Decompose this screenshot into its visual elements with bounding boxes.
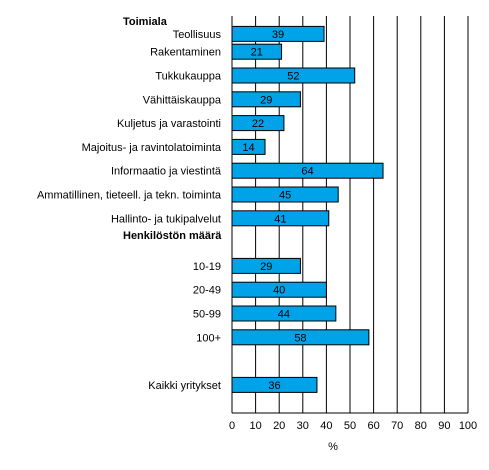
category-label: Kuljetus ja varastointi	[117, 118, 221, 130]
bar	[231, 138, 266, 155]
category-label: Ammatillinen, tieteell. ja tekn. toimint…	[37, 190, 222, 202]
category-label: Vähittäiskauppa	[143, 94, 222, 106]
bar	[231, 43, 283, 60]
bar	[231, 162, 384, 179]
category-label: Teollisuus	[173, 29, 222, 41]
bar	[231, 115, 285, 132]
bar-value-label: 41	[274, 213, 286, 225]
group-heading: Henkilöstön määrä	[123, 230, 222, 242]
bar	[231, 186, 339, 203]
category-label: Hallinto- ja tukipalvelut	[111, 213, 221, 225]
x-tick-label: 40	[320, 420, 332, 432]
bar-value-label: 29	[260, 94, 272, 106]
category-label: Tukkukauppa	[155, 71, 222, 83]
bar	[231, 91, 301, 108]
x-tick-label: 0	[229, 420, 235, 432]
x-tick-label: 80	[415, 420, 427, 432]
bar-value-label: 22	[252, 118, 264, 130]
bar-value-label: 36	[268, 380, 280, 392]
category-label: 20-49	[193, 285, 221, 297]
bar	[231, 376, 318, 393]
x-tick-label: 10	[249, 420, 261, 432]
group-heading: Toimiala	[123, 16, 168, 28]
x-tick-label: 90	[438, 420, 450, 432]
bar-value-label: 52	[287, 71, 299, 83]
x-tick-label: 20	[273, 420, 285, 432]
bar	[231, 329, 370, 346]
bar-value-label: 14	[242, 142, 254, 154]
x-axis-ticks: 0 10 20 30 40 50 60 70 80 90 100	[229, 420, 477, 432]
bar-value-label: 40	[273, 285, 285, 297]
category-label: Informaatio ja viestintä	[111, 166, 222, 178]
category-label: 50-99	[193, 309, 221, 321]
category-label: Kaikki yritykset	[148, 380, 221, 392]
bar	[231, 281, 327, 298]
bar-value-label: 45	[279, 190, 291, 202]
category-label: 100+	[196, 332, 221, 344]
bar	[231, 305, 337, 322]
x-tick-label: 60	[367, 420, 379, 432]
bar-value-label: 39	[272, 29, 284, 41]
bar-value-label: 58	[294, 332, 306, 344]
bar	[231, 257, 301, 274]
bar-value-label: 21	[251, 47, 263, 59]
bar-value-label: 44	[278, 309, 290, 321]
bar-value-label: 64	[301, 166, 313, 178]
category-label: 10-19	[193, 261, 221, 273]
x-tick-label: 70	[391, 420, 403, 432]
bar	[231, 67, 356, 84]
x-axis-label: %	[328, 441, 338, 453]
x-tick-label: 30	[297, 420, 309, 432]
category-label: Rakentaminen	[150, 47, 221, 59]
bar	[231, 210, 330, 227]
x-tick-label: 50	[344, 420, 356, 432]
category-label: Majoitus- ja ravintolatoiminta	[82, 142, 222, 154]
bar-value-label: 29	[260, 261, 272, 273]
x-tick-label: 100	[459, 420, 477, 432]
bar	[231, 25, 325, 42]
category-labels: Toimiala Teollisuus Rakentaminen Tukkukaupp…	[37, 16, 222, 392]
